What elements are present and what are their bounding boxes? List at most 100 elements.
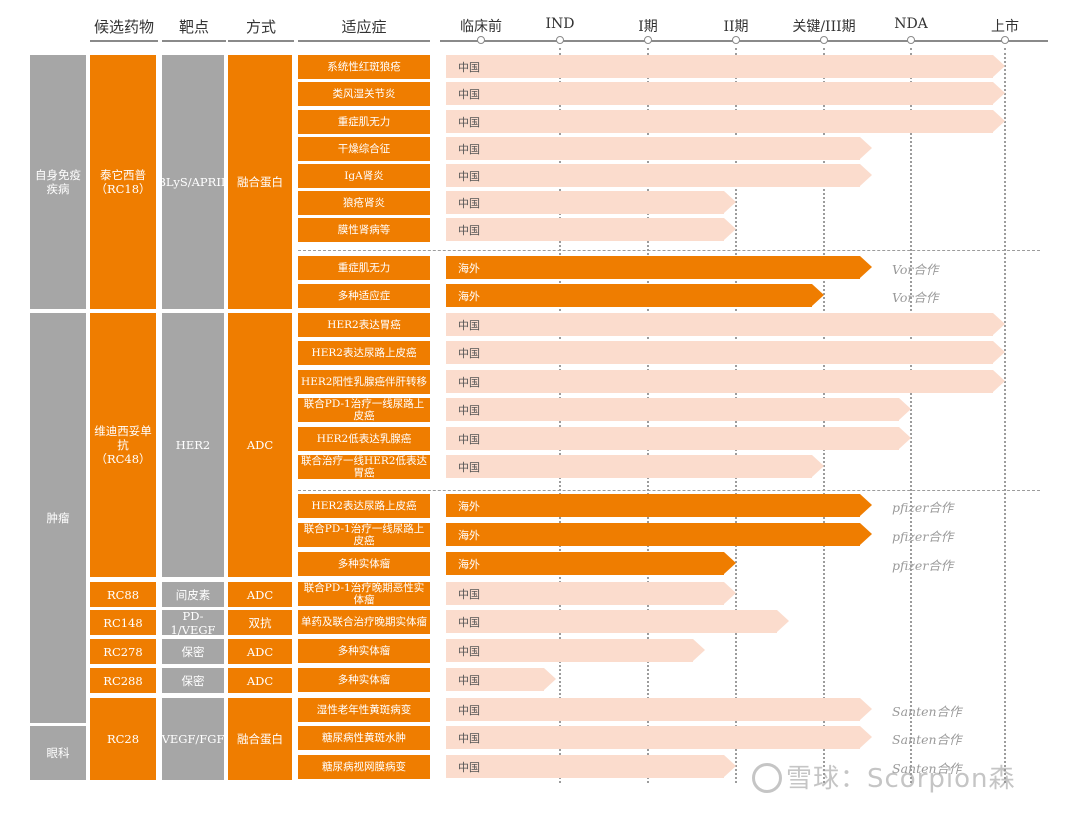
progress-arrow-icon	[993, 313, 1005, 335]
watermark-text: 雪球：Scorpion森	[786, 764, 1016, 794]
stage-label: NDA	[894, 16, 928, 32]
drug-candidate: RC278	[90, 639, 156, 664]
stage-marker-icon	[732, 36, 740, 44]
stage-gridline	[1004, 48, 1006, 783]
progress-bar: 中国	[446, 341, 993, 364]
indication-label: 多种实体瘤	[298, 552, 430, 576]
stage-label: I期	[638, 19, 658, 35]
therapeutic-area: 眼科	[30, 726, 86, 780]
progress-bar: 中国	[446, 164, 860, 187]
stage-label: 上市	[991, 19, 1019, 35]
therapeutic-area: 肿瘤	[30, 313, 86, 723]
progress-bar: 中国	[446, 398, 899, 421]
header-candidate: 候选药物	[93, 18, 154, 36]
stage-gridline	[910, 48, 912, 783]
indication-label: 重症肌无力	[298, 110, 430, 134]
stage-marker-icon	[907, 36, 915, 44]
indication-label: 膜性肾病等	[298, 218, 430, 242]
stage-axis-line	[440, 40, 1048, 42]
drug-target: 间皮素	[162, 582, 224, 607]
stage-label: II期	[723, 19, 749, 35]
header-target: 靶点	[178, 18, 209, 36]
stage-marker-icon	[556, 36, 564, 44]
drug-candidate: RC88	[90, 582, 156, 607]
progress-bar: 中国	[446, 668, 545, 691]
region-separator	[298, 490, 1040, 491]
stage-label: 关键/III期	[792, 19, 856, 35]
watermark: 雪球：Scorpion森	[752, 758, 1016, 795]
indication-label: 干燥综合征	[298, 137, 430, 161]
drug-candidate: RC148	[90, 610, 156, 635]
progress-arrow-icon	[993, 110, 1005, 132]
progress-arrow-icon	[899, 398, 911, 420]
indication-label: 狼疮肾炎	[298, 191, 430, 215]
indication-label: HER2表达尿路上皮癌	[298, 494, 430, 518]
partner-note: Santen合作	[892, 704, 962, 719]
drug-target: BLyS/APRIL	[157, 55, 229, 309]
progress-arrow-icon	[724, 552, 736, 574]
drug-candidate: RC288	[90, 668, 156, 693]
progress-arrow-icon	[859, 494, 872, 516]
progress-bar: 中国	[446, 218, 724, 241]
drug-modality: 双抗	[228, 610, 292, 635]
indication-label: HER2表达胃癌	[298, 313, 430, 337]
progress-bar: 中国	[446, 698, 860, 721]
progress-bar: 中国	[446, 191, 724, 214]
progress-arrow-icon	[812, 284, 824, 306]
drug-candidate: 维迪西妥单抗（RC48）	[90, 313, 156, 577]
snowball-logo-icon	[752, 763, 782, 793]
indication-label: 糖尿病性黄斑水肿	[298, 726, 430, 750]
partner-note: pfizer合作	[892, 529, 954, 544]
progress-arrow-icon	[693, 639, 706, 661]
indication-label: 联合PD-1治疗一线尿路上皮癌	[298, 523, 430, 547]
indication-label: IgA肾炎	[298, 164, 430, 188]
partner-note: Vor合作	[892, 290, 939, 305]
header-underline-modality	[228, 40, 294, 42]
indication-label: HER2表达尿路上皮癌	[298, 341, 430, 365]
indication-label: 联合治疗一线HER2低表达胃癌	[298, 455, 430, 479]
progress-arrow-icon	[993, 370, 1005, 392]
progress-arrow-icon	[859, 726, 872, 748]
progress-bar: 海外	[446, 256, 860, 279]
indication-label: 多种适应症	[298, 284, 430, 308]
progress-arrow-icon	[859, 137, 872, 159]
progress-arrow-icon	[776, 610, 789, 632]
header-indication: 适应症	[341, 18, 387, 36]
progress-bar: 中国	[446, 755, 724, 778]
indication-label: 多种实体瘤	[298, 639, 430, 663]
stage-marker-icon	[644, 36, 652, 44]
indication-label: 单药及联合治疗晚期实体瘤	[298, 610, 430, 634]
progress-bar: 中国	[446, 639, 694, 662]
progress-arrow-icon	[899, 427, 911, 449]
progress-arrow-icon	[993, 55, 1005, 77]
progress-arrow-icon	[993, 341, 1005, 363]
indication-label: 联合PD-1治疗晚期恶性实体瘤	[298, 582, 430, 606]
progress-bar: 中国	[446, 313, 993, 336]
indication-label: 类风湿关节炎	[298, 82, 430, 106]
drug-modality: 融合蛋白	[228, 55, 292, 309]
region-separator	[298, 250, 1040, 251]
indication-label: 多种实体瘤	[298, 668, 430, 692]
drug-target: PD-1/VEGF	[162, 609, 224, 637]
progress-arrow-icon	[859, 256, 872, 278]
progress-bar: 中国	[446, 726, 860, 749]
progress-arrow-icon	[859, 164, 872, 186]
progress-arrow-icon	[993, 82, 1005, 104]
drug-target: VEGF/FGF	[162, 698, 224, 780]
progress-bar: 中国	[446, 55, 993, 78]
indication-label: 联合PD-1治疗一线尿路上皮癌	[298, 398, 430, 422]
stage-marker-icon	[1001, 36, 1009, 44]
progress-arrow-icon	[544, 668, 557, 690]
progress-bar: 中国	[446, 137, 860, 160]
partner-note: pfizer合作	[892, 500, 954, 515]
progress-bar: 中国	[446, 582, 724, 605]
header-underline-candidate	[90, 40, 158, 42]
stage-marker-icon	[477, 36, 485, 44]
indication-label: 重症肌无力	[298, 256, 430, 280]
progress-bar: 中国	[446, 82, 993, 105]
partner-note: Vor合作	[892, 262, 939, 277]
progress-arrow-icon	[859, 523, 872, 545]
progress-arrow-icon	[724, 755, 736, 777]
partner-note: Santen合作	[892, 732, 962, 747]
progress-bar: 中国	[446, 610, 777, 633]
